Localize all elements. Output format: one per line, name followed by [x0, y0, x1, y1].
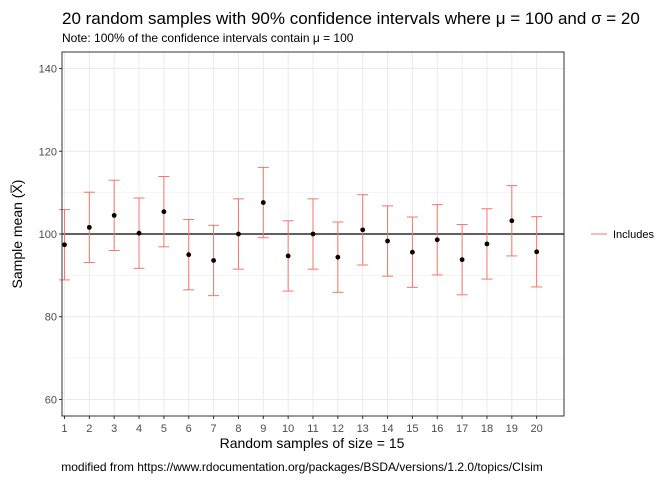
x-tick-label: 17 [456, 423, 468, 435]
chart-caption: modified from https://www.rdocumentation… [61, 460, 543, 474]
x-tick-label: 20 [531, 423, 543, 435]
x-tick-label: 2 [86, 423, 92, 435]
data-point [236, 231, 241, 237]
x-tick-label: 11 [307, 423, 318, 435]
x-tick-label: 7 [211, 423, 217, 435]
x-tick-label: 9 [260, 423, 266, 435]
data-point [459, 257, 465, 263]
x-tick-label: 1 [61, 423, 67, 435]
chart-title: 20 random samples with 90% confidence in… [62, 9, 640, 28]
data-point [509, 218, 515, 224]
x-tick-label: 13 [357, 423, 369, 435]
data-point [62, 242, 67, 248]
data-point [360, 227, 366, 233]
data-point [484, 241, 490, 247]
x-tick-label: 4 [136, 423, 142, 435]
chart-subtitle: Note: 100% of the confidence intervals c… [62, 31, 354, 45]
x-tick-label: 19 [506, 423, 518, 435]
data-point [385, 238, 390, 244]
x-tick-label: 14 [381, 423, 393, 435]
legend-label-includes: Includes [613, 229, 654, 241]
y-tick-label: 100 [39, 229, 57, 241]
x-tick-label: 18 [481, 423, 493, 435]
legend: Includes [591, 229, 654, 241]
data-point [136, 230, 142, 236]
x-tick-label: 15 [406, 423, 418, 435]
data-point [310, 231, 316, 237]
data-point [161, 209, 167, 215]
data-point [410, 249, 415, 255]
data-point [260, 200, 266, 205]
y-tick-label: 140 [39, 64, 57, 76]
data-point [285, 253, 291, 259]
x-tick-label: 12 [332, 423, 344, 435]
data-point [186, 252, 192, 258]
x-tick-label: 3 [111, 423, 117, 435]
x-tick-label: 16 [431, 423, 443, 435]
x-axis-title: Random samples of size = 15 [220, 435, 405, 451]
y-tick-label: 80 [45, 312, 57, 324]
x-tick-label: 8 [235, 423, 241, 435]
y-axis-title: Sample mean (X̅) [9, 180, 25, 289]
data-point [86, 224, 92, 230]
y-tick-label: 60 [45, 394, 57, 406]
x-tick-label: 10 [282, 423, 294, 435]
x-tick-label: 6 [186, 423, 192, 435]
data-point [534, 249, 540, 255]
data-point [335, 254, 341, 260]
data-point [211, 258, 216, 263]
x-tick-label: 5 [161, 423, 167, 435]
y-tick-label: 120 [39, 146, 57, 158]
data-point [111, 212, 117, 218]
data-point [434, 237, 440, 243]
